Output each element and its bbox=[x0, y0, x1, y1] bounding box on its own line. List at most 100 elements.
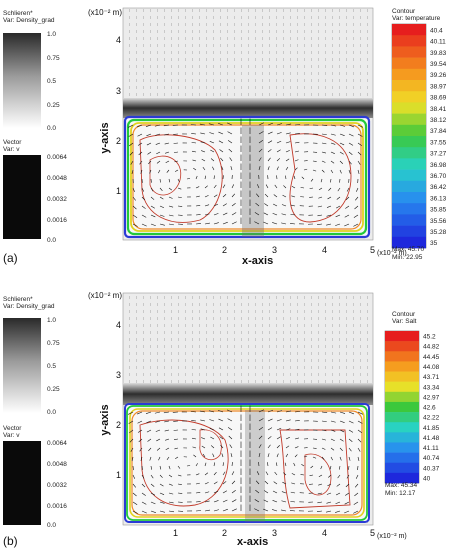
contour-max: Max: 45.34 bbox=[385, 482, 418, 489]
vector-tick: 0.0032 bbox=[47, 482, 67, 489]
contour-level-label: 38.41 bbox=[430, 106, 447, 113]
schlieren-tick: 0.25 bbox=[47, 102, 60, 109]
contour-level-label: 42.97 bbox=[423, 394, 440, 401]
x-ticks: 1 2 3 4 5 bbox=[173, 245, 375, 255]
contour-swatch bbox=[392, 214, 426, 226]
contour-level-label: 40.11 bbox=[430, 39, 446, 46]
contour-swatch bbox=[385, 442, 419, 452]
contour-swatch bbox=[385, 372, 419, 382]
contour-swatch bbox=[385, 463, 419, 473]
contour-swatch bbox=[385, 361, 419, 371]
schlieren-interface-band bbox=[123, 98, 373, 118]
schlieren-tick: 0.75 bbox=[47, 340, 60, 347]
x-tick: 3 bbox=[272, 528, 277, 538]
x-tick: 2 bbox=[222, 245, 227, 255]
y-axis-label: y-axis bbox=[99, 404, 111, 435]
vector-tick: 0.0048 bbox=[47, 461, 67, 468]
panel-letter: (a) bbox=[3, 251, 18, 265]
panel-a: Schlieren* Var: Density_grad 1.0 0.75 0.… bbox=[3, 8, 447, 267]
contour-level-label: 40 bbox=[423, 475, 431, 482]
contour-swatch bbox=[392, 203, 426, 215]
x-axis-label: x-axis bbox=[237, 536, 268, 548]
central-plume bbox=[245, 410, 265, 522]
contour-level-label: 41.85 bbox=[423, 425, 440, 432]
contour-swatch bbox=[385, 341, 419, 351]
y-tick: 3 bbox=[116, 370, 121, 380]
contour-swatch bbox=[392, 147, 426, 159]
schlieren-var: Var: Density_grad bbox=[3, 303, 55, 310]
contour-swatch bbox=[392, 35, 426, 47]
contour-swatch bbox=[385, 453, 419, 463]
y-unit: (x10⁻² m) bbox=[88, 8, 122, 17]
contour-colorbar: 40.440.1139.8339.5439.2638.9738.6938.413… bbox=[392, 24, 447, 248]
schlieren-tick: 0.25 bbox=[47, 386, 60, 393]
contour-var: Var: Salt bbox=[392, 318, 417, 325]
schlieren-interface-band bbox=[123, 383, 373, 405]
contour-title: Contour bbox=[392, 8, 416, 15]
vector-tick: 0.0032 bbox=[47, 196, 67, 203]
x-tick: 1 bbox=[173, 528, 178, 538]
vector-var: Var: v bbox=[3, 432, 20, 439]
contour-var: Var: temperature bbox=[392, 15, 441, 22]
contour-swatch bbox=[392, 192, 426, 204]
contour-level-label: 35.56 bbox=[430, 218, 447, 225]
y-unit: (x10⁻² m) bbox=[88, 291, 122, 300]
x-tick: 4 bbox=[322, 528, 327, 538]
contour-colorbar: 45.244.8244.4544.0843.7143.3442.9742.642… bbox=[385, 331, 440, 483]
vector-tick: 0.0016 bbox=[47, 503, 67, 510]
contour-level-label: 35 bbox=[430, 240, 438, 247]
contour-level-label: 43.71 bbox=[423, 374, 440, 381]
contour-min: Min: 12.17 bbox=[385, 490, 416, 497]
x-ticks: 1 2 3 4 5 bbox=[173, 528, 375, 538]
contour-level-label: 39.26 bbox=[430, 72, 447, 79]
contour-level-label: 38.12 bbox=[430, 117, 447, 124]
schlieren-tick: 1.0 bbox=[47, 317, 56, 324]
x-unit: (x10⁻² m) bbox=[377, 533, 407, 540]
contour-level-label: 40.4 bbox=[430, 27, 443, 34]
contour-swatch bbox=[392, 136, 426, 148]
schlieren-var: Var: Density_grad bbox=[3, 17, 55, 24]
contour-level-label: 43.34 bbox=[423, 384, 440, 391]
contour-level-label: 36.42 bbox=[430, 184, 447, 191]
contour-level-label: 44.82 bbox=[423, 344, 440, 351]
y-tick: 4 bbox=[116, 35, 121, 45]
panel-letter: (b) bbox=[3, 534, 18, 548]
contour-swatch bbox=[392, 170, 426, 182]
contour-level-label: 37.55 bbox=[430, 139, 447, 146]
schlieren-tick: 0.0 bbox=[47, 409, 56, 416]
contour-swatch bbox=[392, 158, 426, 170]
y-tick: 4 bbox=[116, 320, 121, 330]
schlieren-tick: 0.0 bbox=[47, 125, 56, 132]
schlieren-ticks: 1.0 0.75 0.5 0.25 0.0 bbox=[47, 317, 60, 416]
contour-swatch bbox=[385, 392, 419, 402]
vector-title: Vector bbox=[3, 139, 22, 146]
contour-swatch bbox=[392, 24, 426, 36]
contour-level-label: 42.6 bbox=[423, 405, 436, 412]
contour-level-label: 42.22 bbox=[423, 415, 440, 422]
contour-level-label: 39.83 bbox=[430, 50, 447, 57]
contour-swatch bbox=[392, 102, 426, 114]
vector-tick: 0.0 bbox=[47, 237, 56, 244]
vector-tick: 0.0064 bbox=[47, 154, 67, 161]
y-tick: 2 bbox=[116, 136, 121, 146]
panel-b: Schlieren* Var: Density_grad 1.0 0.75 0.… bbox=[3, 291, 440, 548]
contour-swatch bbox=[385, 422, 419, 432]
schlieren-title: Schlieren* bbox=[3, 296, 33, 303]
contour-level-label: 44.45 bbox=[423, 354, 440, 361]
schlieren-ticks: 1.0 0.75 0.5 0.25 0.0 bbox=[47, 31, 60, 132]
contour-level-label: 35.85 bbox=[430, 207, 447, 214]
x-tick: 2 bbox=[222, 528, 227, 538]
contour-level-label: 38.69 bbox=[430, 95, 447, 102]
contour-level-label: 37.27 bbox=[430, 151, 447, 158]
contour-level-label: 44.08 bbox=[423, 364, 440, 371]
contour-swatch bbox=[392, 80, 426, 92]
contour-swatch bbox=[385, 402, 419, 412]
contour-level-label: 38.97 bbox=[430, 83, 447, 90]
vector-colorbar bbox=[3, 155, 41, 239]
contour-swatch bbox=[392, 58, 426, 70]
contour-swatch bbox=[385, 351, 419, 361]
x-tick: 5 bbox=[370, 528, 375, 538]
x-tick: 5 bbox=[370, 245, 375, 255]
contour-swatch bbox=[392, 181, 426, 193]
